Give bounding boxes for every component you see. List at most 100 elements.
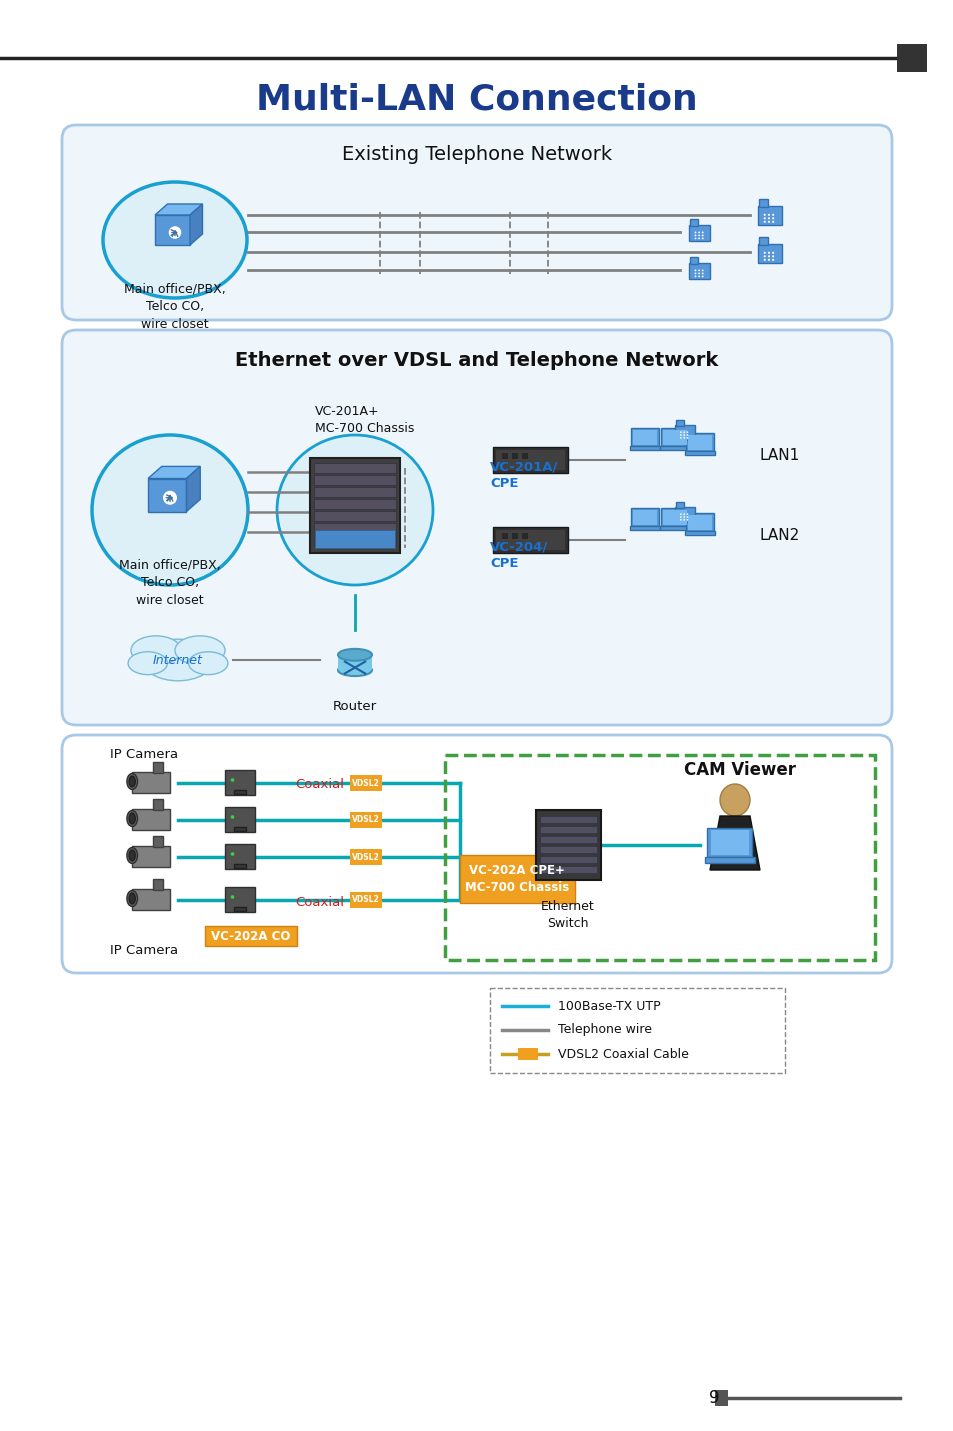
Bar bbox=[314, 511, 395, 521]
Ellipse shape bbox=[694, 276, 696, 278]
Ellipse shape bbox=[679, 434, 681, 436]
Bar bbox=[350, 776, 381, 791]
Text: Multi-LAN Connection: Multi-LAN Connection bbox=[255, 83, 698, 117]
Text: Router: Router bbox=[333, 700, 376, 713]
Text: CAM Viewer: CAM Viewer bbox=[683, 761, 795, 778]
Ellipse shape bbox=[763, 252, 765, 253]
FancyBboxPatch shape bbox=[62, 736, 891, 973]
Bar bbox=[496, 449, 564, 469]
Bar bbox=[310, 458, 399, 552]
Text: 9: 9 bbox=[709, 1390, 720, 1407]
Bar bbox=[314, 499, 395, 509]
Ellipse shape bbox=[679, 519, 681, 521]
Ellipse shape bbox=[129, 850, 135, 861]
Bar bbox=[314, 464, 395, 474]
Ellipse shape bbox=[686, 434, 688, 436]
Ellipse shape bbox=[162, 489, 177, 505]
Bar bbox=[630, 508, 659, 527]
Ellipse shape bbox=[763, 218, 765, 219]
Bar bbox=[539, 826, 597, 833]
Text: LAN1: LAN1 bbox=[760, 448, 800, 462]
Ellipse shape bbox=[686, 431, 688, 434]
Ellipse shape bbox=[91, 435, 248, 585]
Ellipse shape bbox=[698, 272, 700, 275]
Bar bbox=[758, 238, 767, 245]
Bar bbox=[459, 854, 575, 903]
Bar bbox=[539, 866, 597, 873]
Bar bbox=[233, 863, 246, 869]
Ellipse shape bbox=[189, 651, 228, 674]
Bar bbox=[225, 807, 254, 831]
Bar bbox=[896, 44, 926, 72]
Ellipse shape bbox=[174, 635, 225, 665]
Polygon shape bbox=[148, 467, 200, 478]
Polygon shape bbox=[190, 205, 202, 245]
Ellipse shape bbox=[682, 519, 684, 521]
Bar bbox=[350, 892, 381, 909]
Ellipse shape bbox=[128, 651, 167, 674]
Bar bbox=[629, 527, 659, 529]
Ellipse shape bbox=[129, 813, 135, 824]
Bar bbox=[337, 655, 372, 670]
Bar bbox=[148, 478, 186, 511]
Ellipse shape bbox=[679, 431, 681, 434]
Ellipse shape bbox=[694, 232, 696, 233]
Bar bbox=[152, 763, 162, 773]
Ellipse shape bbox=[231, 853, 234, 856]
Bar bbox=[690, 219, 698, 226]
Bar bbox=[539, 836, 597, 843]
Bar bbox=[659, 446, 690, 449]
Ellipse shape bbox=[701, 232, 703, 233]
Bar bbox=[225, 886, 254, 912]
Ellipse shape bbox=[686, 519, 688, 521]
Bar bbox=[687, 515, 711, 529]
Bar bbox=[539, 816, 597, 823]
Text: VC-204/
CPE: VC-204/ CPE bbox=[490, 539, 548, 570]
Bar bbox=[314, 487, 395, 497]
Bar bbox=[675, 507, 694, 522]
Ellipse shape bbox=[694, 235, 696, 236]
Ellipse shape bbox=[337, 664, 372, 675]
Bar bbox=[704, 857, 754, 863]
Ellipse shape bbox=[698, 238, 700, 239]
Text: VDSL2: VDSL2 bbox=[352, 853, 379, 861]
Ellipse shape bbox=[701, 238, 703, 239]
Ellipse shape bbox=[682, 434, 684, 436]
Ellipse shape bbox=[129, 776, 135, 787]
Bar bbox=[517, 1047, 537, 1060]
Ellipse shape bbox=[686, 436, 688, 439]
Bar bbox=[500, 452, 507, 459]
Bar bbox=[632, 509, 657, 525]
Bar bbox=[132, 809, 170, 830]
Bar bbox=[690, 258, 698, 263]
Bar bbox=[132, 771, 170, 793]
Text: Main office/PBX,
Telco CO,
wire closet: Main office/PBX, Telco CO, wire closet bbox=[119, 558, 221, 607]
Ellipse shape bbox=[767, 218, 769, 219]
Ellipse shape bbox=[231, 896, 234, 899]
Polygon shape bbox=[186, 467, 200, 511]
FancyBboxPatch shape bbox=[62, 124, 891, 321]
Ellipse shape bbox=[127, 890, 137, 906]
Bar bbox=[444, 756, 874, 960]
Bar bbox=[154, 215, 190, 245]
Ellipse shape bbox=[127, 810, 137, 827]
Ellipse shape bbox=[698, 276, 700, 278]
Bar bbox=[225, 770, 254, 796]
Bar bbox=[536, 810, 600, 880]
Ellipse shape bbox=[767, 220, 769, 223]
Ellipse shape bbox=[771, 252, 774, 253]
Bar bbox=[500, 532, 507, 539]
Polygon shape bbox=[709, 816, 760, 870]
Ellipse shape bbox=[682, 517, 684, 518]
Ellipse shape bbox=[701, 269, 703, 272]
Bar bbox=[520, 532, 527, 539]
Ellipse shape bbox=[763, 220, 765, 223]
Ellipse shape bbox=[686, 514, 688, 515]
Bar bbox=[539, 846, 597, 853]
Ellipse shape bbox=[679, 517, 681, 518]
Ellipse shape bbox=[127, 774, 137, 790]
Bar bbox=[757, 243, 781, 263]
Ellipse shape bbox=[142, 640, 213, 681]
Bar bbox=[662, 509, 686, 525]
Bar bbox=[225, 843, 254, 869]
